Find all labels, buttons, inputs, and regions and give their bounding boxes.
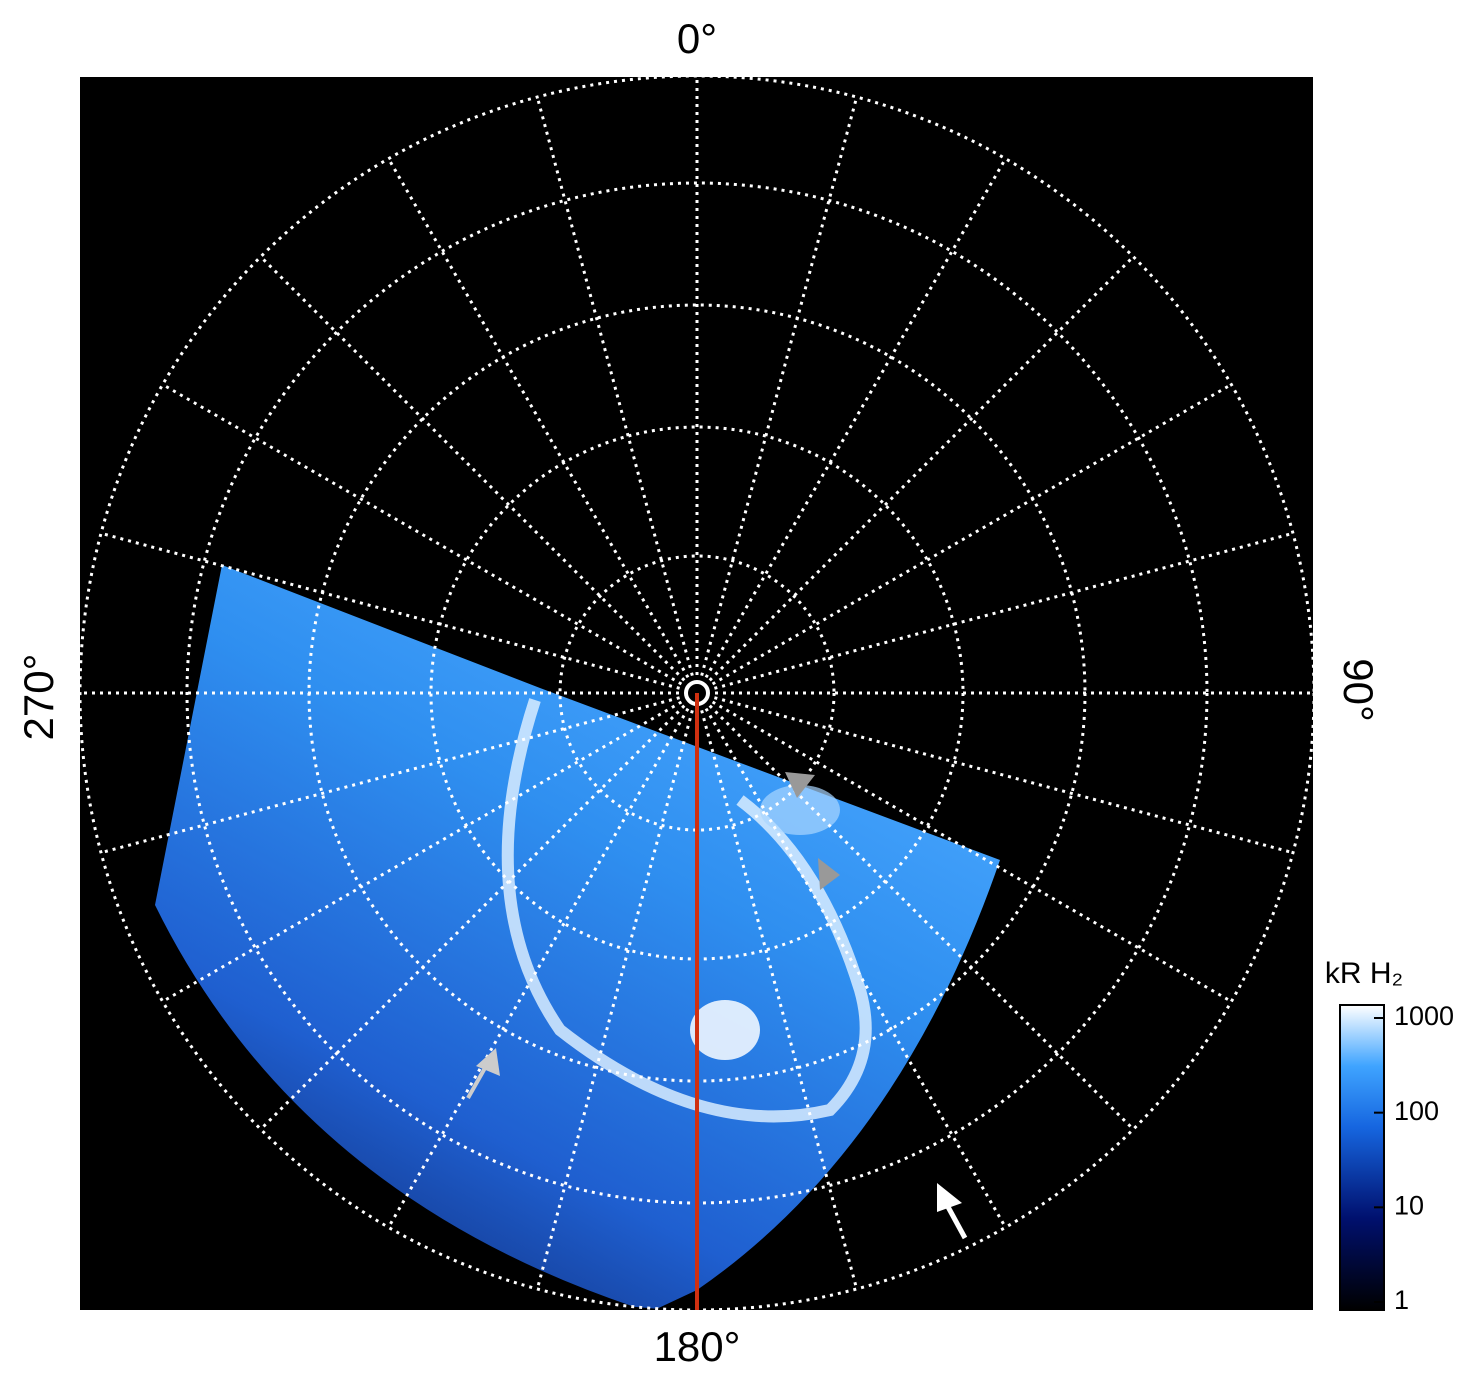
arrows: [466, 772, 968, 1240]
colorbar-ticks: 1 10 100 1000: [1374, 1001, 1454, 1315]
arrow-head: [476, 1048, 500, 1076]
colorbar-tick-label: 1: [1394, 1285, 1409, 1315]
latitude-circle: [558, 554, 836, 832]
arrow-head: [818, 858, 840, 890]
bright-spot: [690, 1000, 760, 1060]
label-top: 0°: [677, 15, 717, 62]
label-bottom: 180°: [654, 1323, 741, 1370]
label-right: 90°: [1335, 658, 1382, 722]
aurora-emission: [155, 565, 1000, 1310]
arrow-head: [937, 1183, 962, 1212]
bright-region: [760, 785, 840, 835]
main-oval: [501, 698, 872, 1123]
arrow-head: [785, 772, 815, 798]
colorbar-tick-label: 10: [1394, 1190, 1424, 1220]
colorbar-tick-label: 100: [1394, 1096, 1439, 1126]
colorbar: [1339, 1004, 1385, 1311]
aurora: [155, 565, 1000, 1310]
colorbar-tick-label: 1000: [1394, 1001, 1454, 1031]
colorbar-title: kR H₂: [1325, 957, 1403, 990]
label-left: 270°: [15, 654, 62, 741]
